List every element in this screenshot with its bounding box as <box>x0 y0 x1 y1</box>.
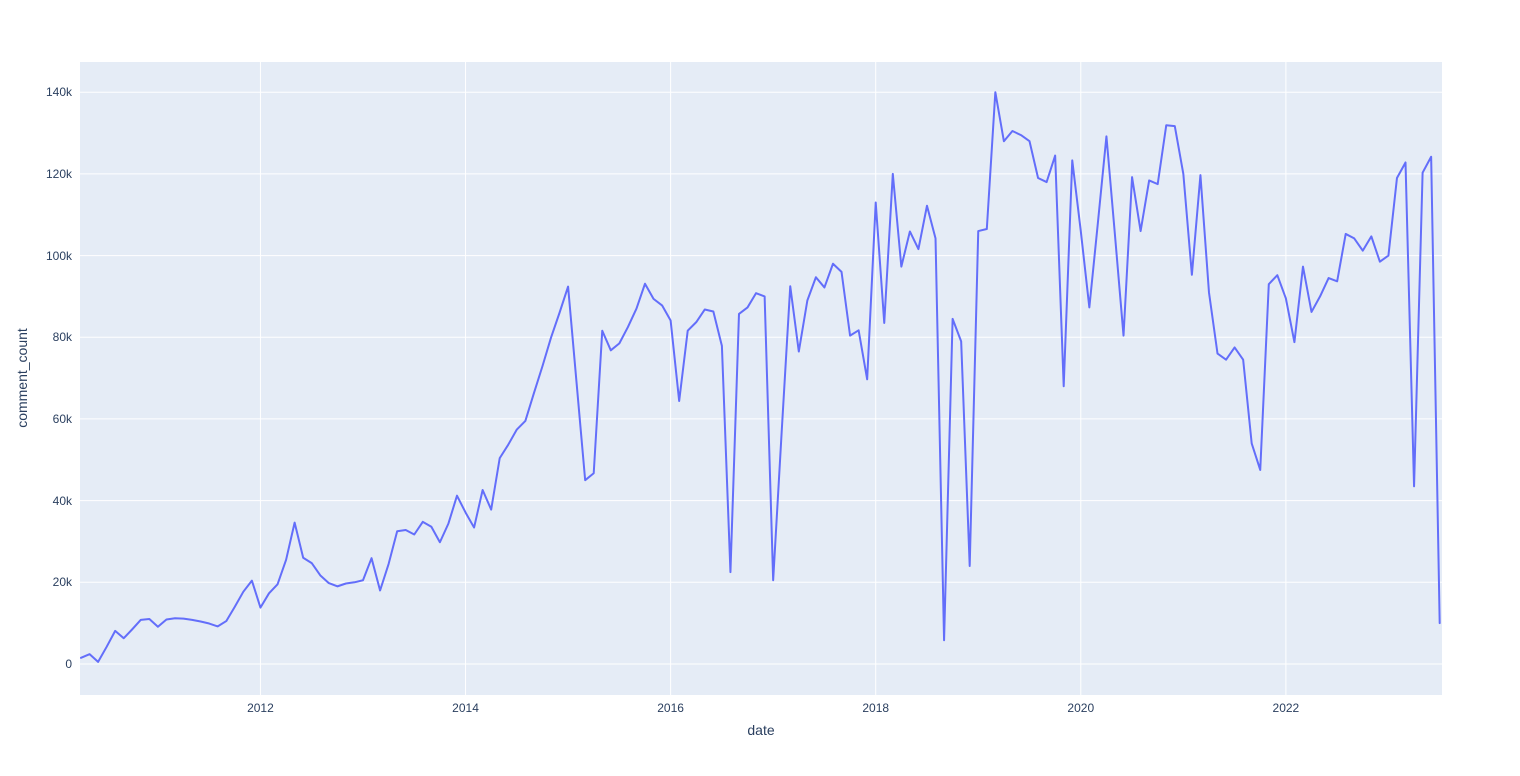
plot-area[interactable] <box>80 62 1442 695</box>
y-tick-label: 20k <box>52 575 72 590</box>
x-tick-label: 2018 <box>862 701 890 715</box>
y-tick-label: 120k <box>45 166 72 181</box>
y-tick-label: 100k <box>45 248 72 263</box>
y-tick-label: 40k <box>52 493 72 508</box>
x-tick-label: 2012 <box>247 701 274 715</box>
x-tick-label: 2016 <box>657 701 684 715</box>
x-tick-label: 2014 <box>452 701 479 715</box>
x-tick-label: 2022 <box>1272 701 1300 715</box>
y-tick-label: 140k <box>45 85 72 100</box>
x-axis-title: date <box>747 722 775 738</box>
y-tick-label: 80k <box>52 330 72 345</box>
chart-canvas[interactable] <box>80 62 1442 695</box>
y-tick-label: 0 <box>65 656 72 671</box>
gridlines <box>80 62 1442 695</box>
x-tick-label: 2020 <box>1067 701 1095 715</box>
y-tick-label: 60k <box>52 411 72 426</box>
comment-count-line-series[interactable] <box>80 91 1441 663</box>
